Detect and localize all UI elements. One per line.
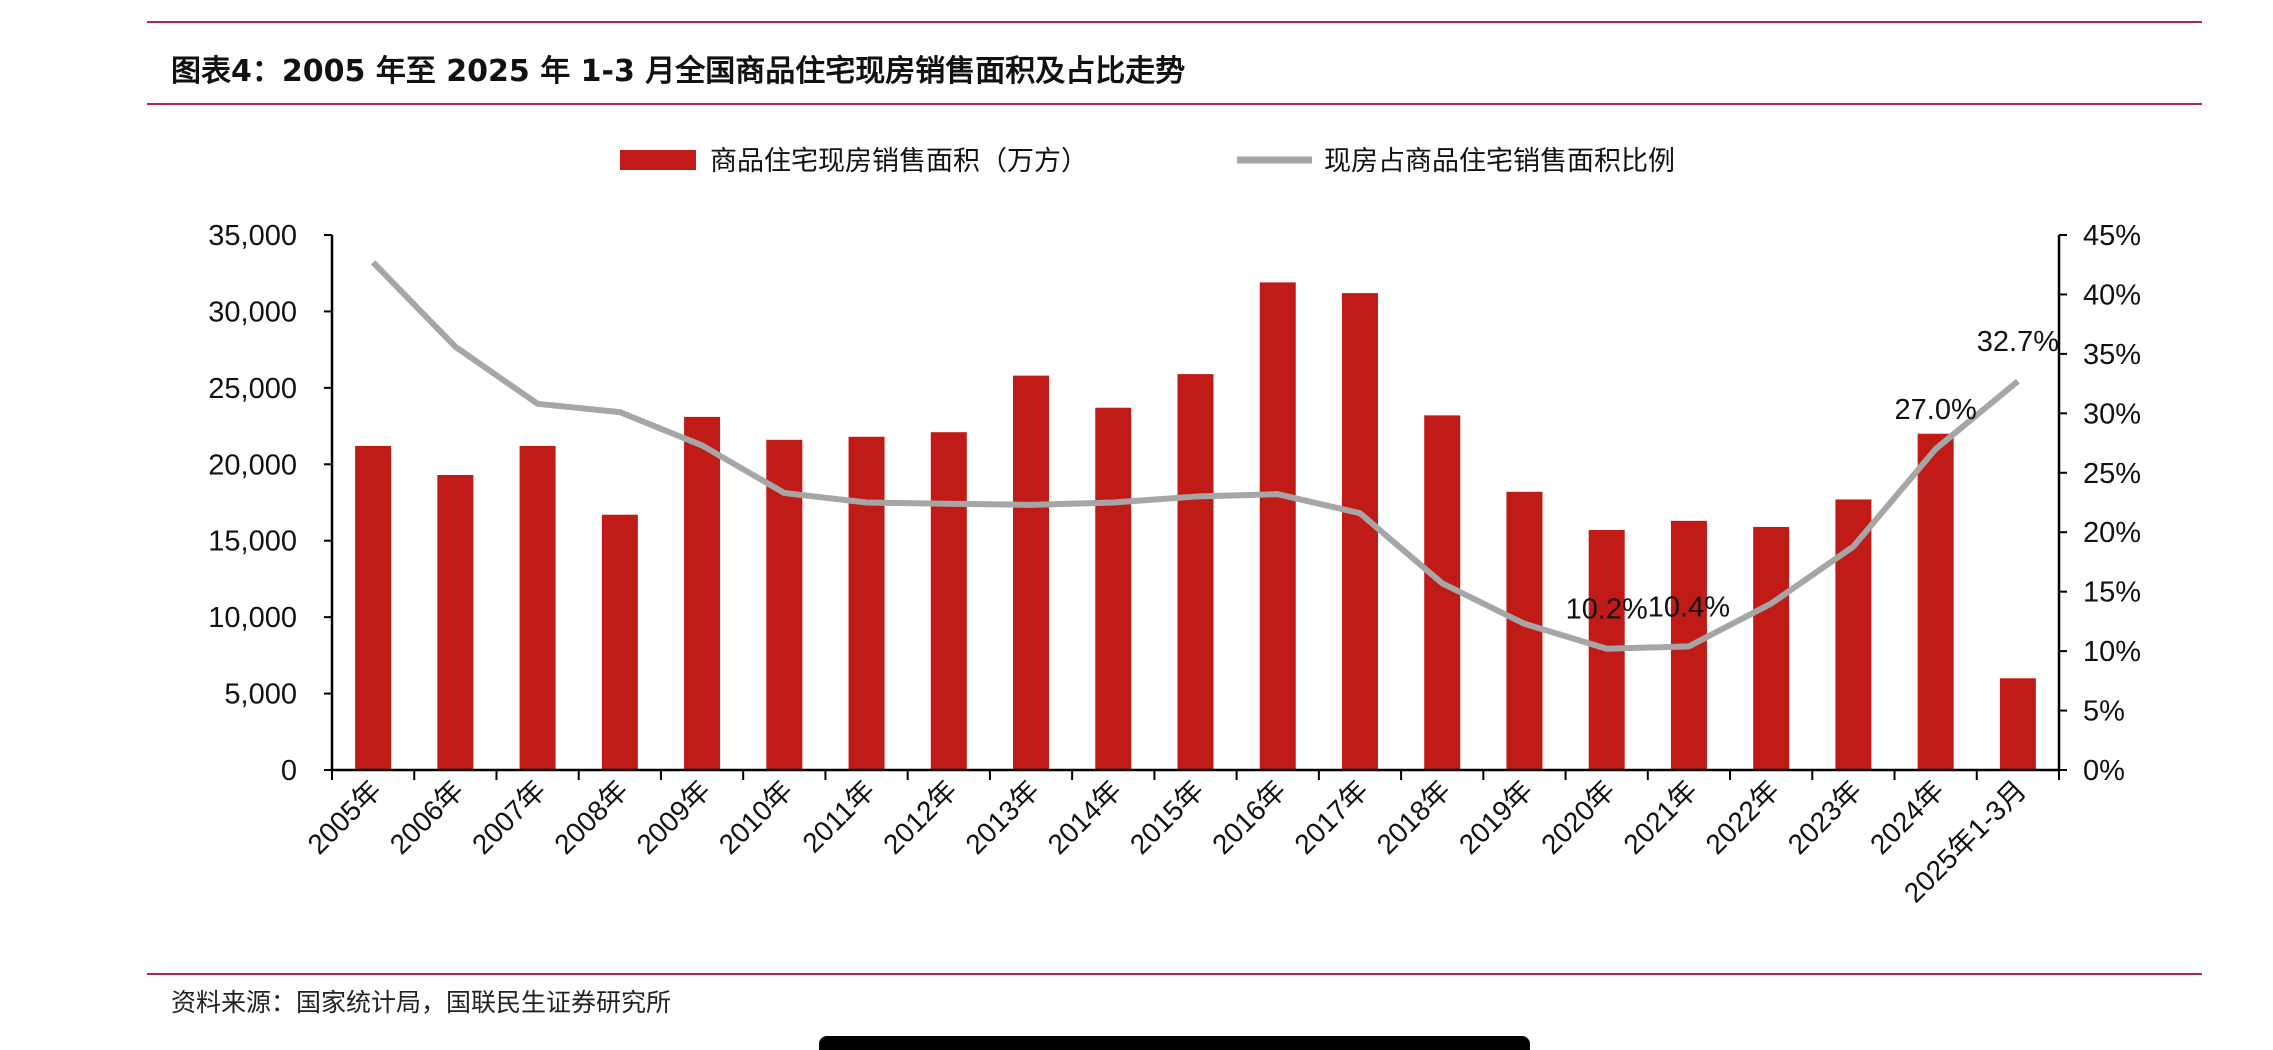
left-tick-label: 0 [281,755,297,787]
bar-2023年 [1835,499,1872,770]
x-tick-label: 2023年 [1782,774,1868,860]
right-tick-label: 35% [2083,339,2141,371]
right-tick-label: 0% [2083,755,2125,787]
x-tick-label: 2016年 [1206,774,1292,860]
bar-2011年 [848,436,885,770]
bar-2018年 [1424,415,1461,770]
right-tick-label: 45% [2083,220,2141,252]
x-tick-label: 2017年 [1288,774,1374,860]
x-tick-label: 2022年 [1700,774,1786,860]
bar-2013年 [1013,375,1050,770]
bar-2017年 [1341,293,1378,770]
x-tick-label: 2007年 [466,774,552,860]
data-label: 10.2% [1566,594,1648,626]
data-label: 10.4% [1648,591,1730,623]
left-tick-label: 25,000 [208,373,297,405]
right-tick-label: 30% [2083,398,2141,430]
x-tick-label: 2018年 [1371,774,1457,860]
right-tick-label: 5% [2083,696,2125,728]
bar-2007年 [519,445,556,770]
data-label: 32.7% [1977,326,2059,358]
title-rule [147,103,2202,105]
legend-bar-label: 商品住宅现房销售面积（万方） [710,146,1088,176]
legend-bar-swatch [620,150,696,170]
left-tick-label: 5,000 [224,679,297,711]
x-tick-label: 2019年 [1453,774,1539,860]
right-tick-label: 10% [2083,636,2141,668]
bar-2022年 [1753,526,1790,770]
chart-title: 图表4：2005 年至 2025 年 1-3 月全国商品住宅现房销售面积及占比走… [171,54,1186,89]
bar-2025年1-3月 [1999,678,2036,770]
left-tick-label: 15,000 [208,526,297,558]
x-tick-label: 2012年 [877,774,963,860]
footer-rule [147,973,2202,975]
legend: 商品住宅现房销售面积（万方） 现房占商品住宅销售面积比例 [620,146,1675,176]
top-rule [147,21,2202,23]
bar-2024年 [1917,433,1954,770]
bar-2019年 [1506,491,1543,770]
bar-2005年 [355,445,392,770]
x-tick-label: 2006年 [384,774,470,860]
bar-2010年 [766,439,803,770]
x-tick-label: 2015年 [1124,774,1210,860]
bar-2012年 [930,432,967,770]
x-tick-label: 2021年 [1617,774,1703,860]
bar-2014年 [1095,407,1132,770]
bottom-bar [819,1036,1530,1050]
x-tick-label: 2014年 [1042,774,1128,860]
ratio-line [370,260,2020,652]
bar-2009年 [684,416,721,770]
x-tick-label: 2010年 [713,774,799,860]
x-tick-label: 2020年 [1535,774,1621,860]
x-tick-label: 2008年 [548,774,634,860]
bar-2016年 [1259,282,1296,770]
x-tick-label: 2011年 [796,774,880,858]
right-tick-label: 40% [2083,279,2141,311]
data-label: 27.0% [1895,394,1977,426]
right-tick-label: 20% [2083,517,2141,549]
left-tick-label: 30,000 [208,296,297,328]
x-tick-label: 2009年 [631,774,717,860]
x-tick-label: 2005年 [302,774,388,860]
bar-2006年 [437,474,474,770]
left-tick-label: 35,000 [208,220,297,252]
bar-2008年 [601,514,638,770]
legend-line-label: 现房占商品住宅销售面积比例 [1324,146,1675,176]
right-tick-label: 15% [2083,577,2141,609]
bar-2015年 [1177,374,1214,770]
source-note: 资料来源：国家统计局，国联民生证券研究所 [171,988,672,1017]
left-tick-label: 10,000 [208,602,297,634]
right-tick-label: 25% [2083,458,2141,490]
x-tick-label: 2013年 [959,774,1045,860]
left-tick-label: 20,000 [208,449,297,481]
